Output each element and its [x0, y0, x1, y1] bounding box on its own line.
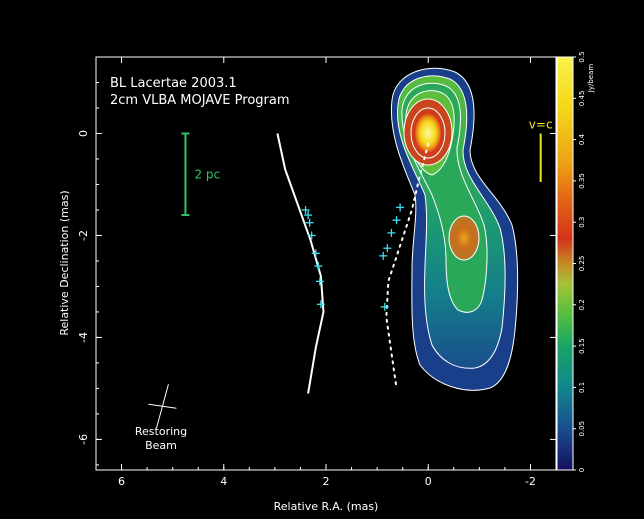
- scale-bar-label: 2 pc: [194, 167, 220, 181]
- colorbar-tick-label: 0.4: [578, 133, 586, 145]
- beam-label-line-2: Beam: [145, 439, 177, 452]
- x-tick-label: 0: [425, 475, 432, 488]
- title-line-1: BL Lacertae 2003.1: [110, 76, 237, 91]
- curve-markers: [301, 205, 325, 309]
- x-tick-label: 4: [220, 475, 227, 488]
- scale-bar: 2 pc: [181, 132, 220, 217]
- y-axis-label: Relative Declination (mas): [58, 190, 71, 335]
- knot-component: [448, 215, 480, 261]
- colorbar-tick-label: 0.15: [578, 338, 586, 354]
- colorbar-tick-label: 0: [578, 468, 586, 472]
- x-tick-label: 6: [118, 475, 125, 488]
- colorbar-tick-label: 0.45: [578, 91, 586, 107]
- title-line-2: 2cm VLBA MOJAVE Program: [110, 93, 290, 108]
- y-tick-label: -2: [77, 230, 90, 241]
- velocity-bar-label: v=c: [529, 117, 553, 131]
- beam-minor-axis: [148, 403, 177, 409]
- y-tick-label: -6: [77, 434, 90, 445]
- colorbar-tick-label: 0.2: [578, 299, 586, 310]
- jet-ridge-line: [385, 142, 430, 390]
- colorbar-tick-label: 0.5: [578, 51, 586, 62]
- beam-label-line-1: Restoring: [135, 425, 187, 438]
- x-axis-ticks: 6 4 2 0 -2: [95, 57, 557, 488]
- y-tick-label: 0: [77, 130, 90, 137]
- y-axis-ticks: 0 -2 -4 -6: [77, 56, 556, 466]
- colorbar-tick-label: 0.05: [578, 421, 586, 437]
- component-markers: [379, 203, 405, 311]
- restoring-beam-marker: [148, 384, 177, 429]
- velocity-bar: v=c: [529, 117, 553, 182]
- y-tick-label: -4: [77, 332, 90, 343]
- colorbar: [556, 56, 574, 471]
- colorbar-label: Jy/beam: [587, 64, 595, 94]
- x-tick-label: -2: [525, 475, 536, 488]
- x-axis-label: Relative R.A. (mas): [274, 500, 379, 513]
- model-curve: [276, 133, 325, 394]
- core-component: [410, 107, 446, 159]
- emission-map: [390, 67, 519, 391]
- colorbar-ticks: 0 0.05 0.1 0.15 0.2 0.25 0.3 0.35 0.4 0.45 0.5: [573, 51, 586, 472]
- colorbar-tick-label: 0.25: [578, 256, 586, 272]
- colorbar-tick-label: 0.35: [578, 173, 586, 189]
- colorbar-tick-label: 0.1: [578, 382, 586, 393]
- x-tick-label: 2: [323, 475, 330, 488]
- colorbar-tick-label: 0.3: [578, 217, 586, 228]
